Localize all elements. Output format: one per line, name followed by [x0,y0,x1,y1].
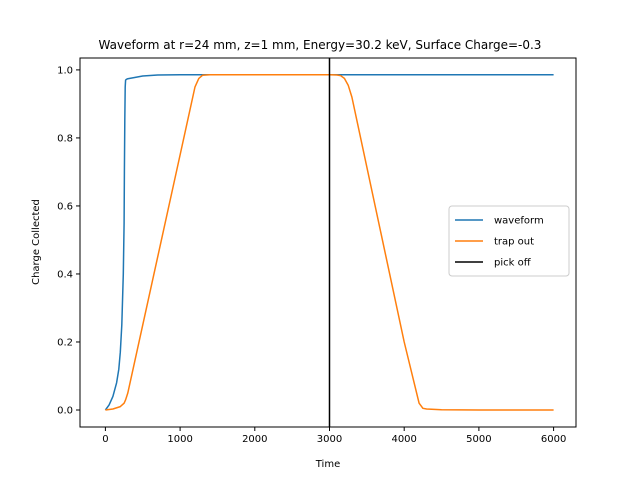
plot-frame [79,57,577,428]
y-axis: 0.0 0.2 0.4 0.6 0.8 1.0 [57,65,80,416]
legend-label: waveform [494,216,544,227]
y-tick-label: 0.0 [57,405,73,416]
x-tick-label: 3000 [317,434,342,445]
x-axis: 0 1000 2000 3000 4000 5000 6000 [102,427,566,445]
legend-label: trap out [494,237,534,248]
x-tick-label: 4000 [391,434,416,445]
y-tick-label: 0.8 [57,133,73,144]
series-layer [104,58,554,427]
legend-box [448,205,570,277]
y-axis-label: Charge Collected [31,199,42,285]
legend: waveform trap out pick off [448,205,570,277]
y-tick-label: 0.2 [57,337,73,348]
y-tick-label: 0.6 [57,201,73,212]
x-tick-label: 5000 [466,434,491,445]
series-line-trap-out [105,73,554,411]
x-tick-label: 6000 [541,434,566,445]
plot-area [79,57,577,428]
y-tick-label: 1.0 [57,65,73,76]
y-tick-label: 0.4 [57,269,73,280]
legend-label: pick off [494,258,532,269]
chart-title: Waveform at r=24 mm, z=1 mm, Energy=30.2… [99,38,542,52]
x-tick-label: 2000 [242,434,267,445]
x-tick-label: 1000 [167,434,192,445]
x-tick-label: 0 [102,434,108,445]
x-axis-label: Time [315,459,340,470]
